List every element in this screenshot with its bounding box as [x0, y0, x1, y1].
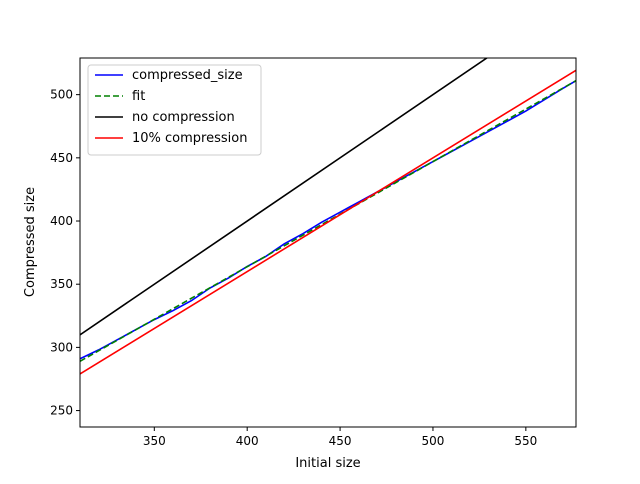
y-tick-label: 250 [50, 404, 73, 418]
legend-label: fit [132, 89, 145, 104]
x-tick-label: 500 [422, 434, 445, 448]
legend-label: no compression [132, 110, 235, 125]
plot-frame [79, 57, 577, 428]
y-tick-label: 350 [50, 277, 73, 291]
legend-box [87, 64, 262, 156]
y-tick-label: 400 [50, 214, 73, 228]
y-axis-label: Compressed size [23, 187, 38, 297]
x-tick-label: 350 [143, 434, 166, 448]
x-tick-label: 550 [514, 434, 537, 448]
legend-label: 10% compression [132, 131, 247, 146]
x-axis-label: Initial size [295, 456, 360, 471]
series-line-2 [80, 80, 576, 362]
x-tick-label: 400 [236, 434, 259, 448]
series-line-4 [80, 69, 576, 375]
series-line-1 [80, 80, 576, 360]
series-line-3 [80, 58, 489, 336]
y-tick-label: 300 [50, 340, 73, 354]
y-tick-label: 500 [50, 88, 73, 102]
x-tick-label: 450 [329, 434, 352, 448]
y-tick-label: 450 [50, 151, 73, 165]
legend-label: compressed_size [132, 68, 243, 83]
